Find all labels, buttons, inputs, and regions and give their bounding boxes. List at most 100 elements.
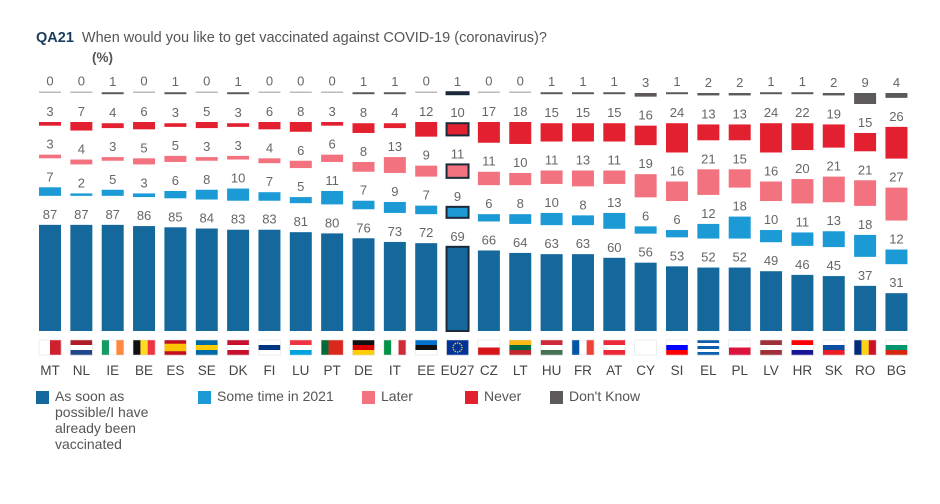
data-label: 0 <box>485 74 492 89</box>
bar-later-fr <box>571 170 594 187</box>
tick-label-mt: MT <box>40 363 60 378</box>
data-label: 81 <box>294 214 308 229</box>
data-label: 1 <box>673 74 680 89</box>
bar-don-t-know-de <box>352 92 375 95</box>
bar-never-hu <box>540 123 563 142</box>
data-label: 3 <box>46 137 53 152</box>
data-label: 2 <box>736 75 743 90</box>
bar-later-el <box>697 169 720 195</box>
data-label: 9 <box>861 75 868 90</box>
data-label: 37 <box>858 268 872 283</box>
bar-never-si <box>666 123 688 153</box>
bar-later-ro <box>854 180 877 206</box>
bar-later-fi <box>258 158 281 164</box>
data-label: 16 <box>638 108 652 123</box>
data-label: 2 <box>830 75 837 90</box>
tick-label-es: ES <box>166 363 184 378</box>
data-label: 9 <box>423 148 430 163</box>
bar-don-t-know-be <box>133 91 156 93</box>
data-label: 19 <box>638 156 652 171</box>
bar-don-t-know-lt <box>509 91 532 93</box>
bar-later-cz <box>477 171 500 186</box>
data-label: 5 <box>140 140 147 155</box>
bar-don-t-know-bg <box>885 93 908 98</box>
bar-as-soon-as-possible-i-have-already-been-vaccinated-de <box>352 238 375 331</box>
data-label: 69 <box>450 229 464 244</box>
data-label: 73 <box>388 224 402 239</box>
bar-never-se <box>195 122 218 129</box>
data-label: 12 <box>701 206 715 221</box>
data-label: 15 <box>858 115 872 130</box>
bar-some-time-in-2021-pt <box>321 190 344 205</box>
data-label: 13 <box>701 106 715 121</box>
bar-later-dk <box>227 155 250 160</box>
data-label: 21 <box>701 151 715 166</box>
bar-some-time-in-2021-hu <box>540 212 563 226</box>
data-label: 4 <box>391 105 398 120</box>
bar-later-sk <box>822 176 845 203</box>
data-label: 1 <box>579 74 586 89</box>
data-label: 3 <box>234 105 241 120</box>
bar-don-t-know-fr <box>571 92 594 95</box>
data-label: 6 <box>140 104 147 119</box>
flag-icon-es <box>164 339 187 356</box>
data-label: 1 <box>454 74 461 89</box>
bar-as-soon-as-possible-i-have-already-been-vaccinated-si <box>666 266 688 331</box>
data-label: 64 <box>513 235 527 250</box>
bar-as-soon-as-possible-i-have-already-been-vaccinated-es <box>164 227 187 331</box>
question-code: QA21 <box>36 30 74 46</box>
flag-icon-ee <box>414 339 438 356</box>
tick-label-lv: LV <box>763 363 779 378</box>
data-label: 56 <box>638 245 652 260</box>
unit-label: (%) <box>92 50 113 65</box>
bar-as-soon-as-possible-i-have-already-been-vaccinated-ee <box>415 243 438 331</box>
tick-label-cz: CZ <box>480 363 498 378</box>
bar-don-t-know-fi <box>258 91 281 93</box>
legend-label: Some time in 2021 <box>217 388 334 404</box>
flag-icon-si <box>665 339 689 356</box>
flag-icon-ro <box>853 339 877 356</box>
data-label: 3 <box>203 139 210 154</box>
data-label: 8 <box>360 144 367 159</box>
bar-some-time-in-2021-lt <box>509 214 532 224</box>
bar-don-t-know-ro <box>854 93 877 104</box>
tick-label-hu: HU <box>542 363 562 378</box>
bar-some-time-in-2021-fr <box>571 215 594 226</box>
bar-some-time-in-2021-bg <box>885 249 908 265</box>
bar-don-t-know-se <box>195 91 218 93</box>
legend-item-later: Later <box>362 388 442 404</box>
data-label: 87 <box>74 207 88 222</box>
legend-swatch <box>362 391 375 404</box>
flag-icon-fi <box>258 339 281 356</box>
bar-as-soon-as-possible-i-have-already-been-vaccinated-cz <box>477 250 500 331</box>
bar-as-soon-as-possible-i-have-already-been-vaccinated-hr <box>791 274 814 331</box>
data-label: 11 <box>325 173 339 188</box>
data-label: 15 <box>544 105 558 120</box>
tick-label-ro: RO <box>855 363 875 378</box>
data-label: 11 <box>482 154 496 169</box>
data-label: 85 <box>168 209 182 224</box>
bar-don-t-know-ie <box>101 92 124 95</box>
bar-never-dk <box>227 123 250 127</box>
data-label: 63 <box>576 236 590 251</box>
bar-never-lv <box>760 123 783 153</box>
bar-some-time-in-2021-ro <box>854 234 877 257</box>
bar-some-time-in-2021-el <box>697 223 720 239</box>
bar-some-time-in-2021-pl <box>728 216 751 239</box>
data-label: 19 <box>827 106 841 121</box>
data-label: 3 <box>329 104 336 119</box>
bar-never-nl <box>70 122 93 131</box>
bar-don-t-know-nl <box>70 91 93 93</box>
flag-icon-be <box>132 339 156 356</box>
bar-later-eu27 <box>445 163 470 179</box>
legend-swatch <box>550 391 563 404</box>
data-label: 13 <box>388 139 402 154</box>
legend-item-some-time-in-2021: Some time in 2021 <box>198 388 348 404</box>
data-label: 11 <box>451 146 465 161</box>
flag-icon-sk <box>822 339 845 356</box>
flag-icon-cz <box>477 339 501 356</box>
bar-some-time-in-2021-hr <box>791 232 814 246</box>
tick-label-ie: IE <box>106 363 119 378</box>
legend-swatch <box>36 391 49 404</box>
